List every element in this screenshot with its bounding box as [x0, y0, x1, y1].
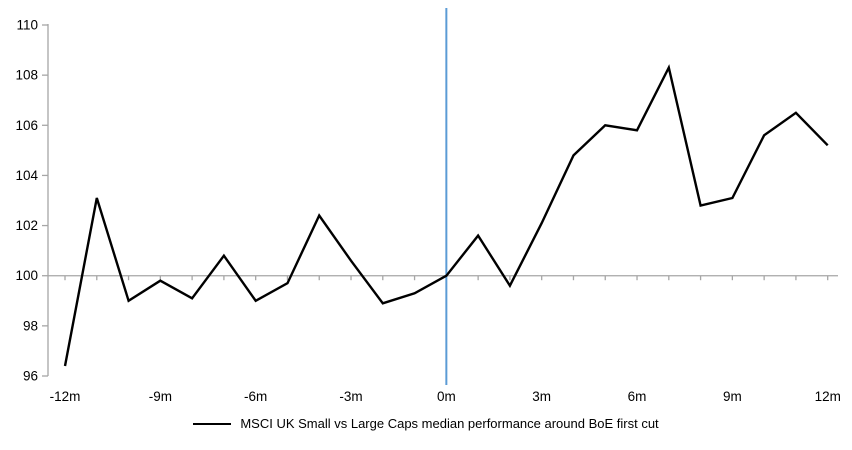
- legend-line-swatch: [193, 422, 232, 425]
- y-axis-tick-label: 104: [15, 168, 38, 183]
- legend-label: MSCI UK Small vs Large Caps median perfo…: [240, 416, 659, 431]
- x-axis-tick-label: -6m: [244, 389, 267, 404]
- y-axis-tick-label: 108: [15, 68, 38, 83]
- x-axis-tick-label: 0m: [437, 389, 456, 404]
- x-axis-tick-label: 3m: [532, 389, 551, 404]
- x-axis-tick-label: -12m: [50, 389, 81, 404]
- y-axis-tick-label: 96: [23, 369, 38, 384]
- x-axis-tick-label: -3m: [339, 389, 362, 404]
- y-axis-tick-label: 110: [16, 18, 38, 33]
- x-axis-tick-label: 6m: [628, 389, 647, 404]
- y-axis-tick-label: 106: [15, 118, 38, 133]
- y-axis-tick-label: 98: [23, 318, 38, 333]
- series-line: [63, 64, 829, 367]
- line-chart: 96 98 100 102 104 106 108 110 -12m -9m -6m -3m 0m 3m 6…: [15, 8, 841, 404]
- y-axis-tick-label: 102: [15, 218, 38, 233]
- chart-legend: MSCI UK Small vs Large Caps median perfo…: [0, 416, 852, 431]
- y-axis-tick-label: 100: [15, 268, 38, 283]
- x-axis-tick-label: -9m: [149, 389, 172, 404]
- x-axis-tick-label: 12m: [815, 389, 841, 404]
- x-axis-tick-label: 9m: [723, 389, 742, 404]
